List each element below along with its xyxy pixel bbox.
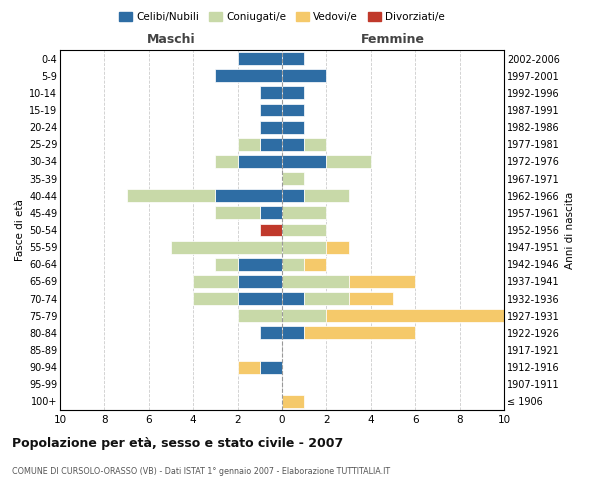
Bar [282,258,304,270]
Bar [349,292,393,305]
Bar [238,275,282,288]
Bar [238,138,260,150]
Bar [260,120,282,134]
Bar [282,155,326,168]
Bar [215,70,282,82]
Bar [304,190,349,202]
Bar [193,292,238,305]
Bar [326,240,349,254]
Bar [326,155,371,168]
Bar [282,310,326,322]
Text: Popolazione per età, sesso e stato civile - 2007: Popolazione per età, sesso e stato civil… [12,438,343,450]
Bar [260,224,282,236]
Bar [238,52,282,65]
Bar [304,292,349,305]
Bar [282,206,326,220]
Bar [282,240,326,254]
Bar [215,206,260,220]
Bar [171,240,282,254]
Bar [304,326,415,340]
Bar [282,70,326,82]
Text: Maschi: Maschi [146,34,196,46]
Bar [260,104,282,117]
Y-axis label: Anni di nascita: Anni di nascita [565,192,575,268]
Bar [193,275,238,288]
Bar [260,138,282,150]
Bar [260,206,282,220]
Bar [215,155,238,168]
Legend: Celibi/Nubili, Coniugati/e, Vedovi/e, Divorziati/e: Celibi/Nubili, Coniugati/e, Vedovi/e, Di… [115,8,449,26]
Bar [238,258,282,270]
Bar [127,190,215,202]
Bar [238,360,260,374]
Bar [282,86,304,100]
Bar [260,360,282,374]
Bar [282,326,304,340]
Bar [282,138,304,150]
Bar [282,275,349,288]
Bar [304,138,326,150]
Bar [238,310,282,322]
Bar [282,120,304,134]
Bar [260,326,282,340]
Bar [282,172,304,185]
Y-axis label: Fasce di età: Fasce di età [14,199,25,261]
Bar [326,310,504,322]
Bar [215,258,238,270]
Bar [282,104,304,117]
Bar [238,292,282,305]
Bar [304,258,326,270]
Bar [282,52,304,65]
Bar [282,224,326,236]
Bar [282,292,304,305]
Bar [282,190,304,202]
Text: Femmine: Femmine [361,34,425,46]
Bar [260,86,282,100]
Bar [349,275,415,288]
Bar [238,155,282,168]
Text: COMUNE DI CURSOLO-ORASSO (VB) - Dati ISTAT 1° gennaio 2007 - Elaborazione TUTTIT: COMUNE DI CURSOLO-ORASSO (VB) - Dati IST… [12,468,390,476]
Bar [215,190,282,202]
Bar [282,395,304,408]
